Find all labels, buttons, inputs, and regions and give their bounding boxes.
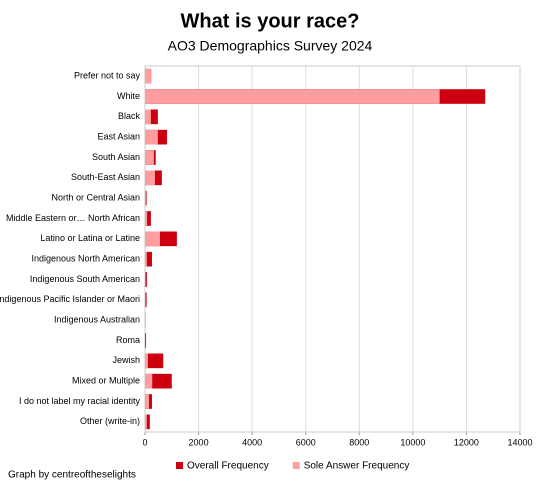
bar bbox=[145, 292, 146, 308]
bar bbox=[145, 251, 152, 267]
y-tick-label: South-East Asian bbox=[71, 172, 140, 182]
x-tick-label: 2000 bbox=[189, 437, 209, 447]
y-tick-label: Mixed or Multiple bbox=[72, 376, 140, 386]
bar bbox=[145, 333, 147, 348]
chart-subtitle: AO3 Demographics Survey 2024 bbox=[168, 38, 373, 54]
bar bbox=[145, 109, 151, 125]
bar bbox=[145, 272, 146, 287]
y-tick-label: South Asian bbox=[92, 152, 140, 162]
x-tick-label: 12000 bbox=[454, 437, 479, 447]
y-tick-label: Prefer not to say bbox=[74, 71, 141, 81]
y-tick-label: North or Central Asian bbox=[51, 193, 140, 203]
bar bbox=[145, 211, 148, 226]
bar bbox=[145, 272, 147, 287]
bar bbox=[145, 292, 147, 308]
y-tick-label: Black bbox=[118, 111, 141, 121]
plot-frame bbox=[144, 65, 521, 433]
x-tick-label: 4000 bbox=[242, 437, 262, 447]
x-tick-label: 8000 bbox=[349, 437, 369, 447]
legend-swatch bbox=[176, 462, 183, 469]
chart-title: What is your race? bbox=[181, 10, 360, 32]
y-tick-label: East Asian bbox=[97, 132, 140, 142]
bar bbox=[145, 231, 160, 247]
legend-label: Overall Frequency bbox=[187, 461, 269, 472]
y-tick-label: Indigenous Australian bbox=[54, 315, 140, 325]
bar bbox=[145, 414, 150, 430]
bar bbox=[145, 251, 147, 267]
caption: Graph by centreoftheselights bbox=[8, 470, 136, 481]
y-tick-label: Indigenous North American bbox=[31, 254, 140, 264]
bar bbox=[145, 353, 164, 369]
bar bbox=[145, 150, 154, 165]
bar bbox=[145, 190, 146, 206]
bar bbox=[145, 129, 158, 145]
y-tick-label: Middle Eastern or… North African bbox=[6, 213, 140, 223]
y-tick-label: Indigenous Pacific Islander or Maori bbox=[0, 294, 140, 304]
y-tick-label: Other (write-in) bbox=[80, 416, 140, 426]
bar bbox=[145, 170, 155, 186]
y-tick-label: Latino or Latina or Latine bbox=[40, 233, 140, 243]
bar bbox=[145, 414, 147, 430]
y-tick-label: Roma bbox=[116, 335, 140, 345]
y-tick-label: White bbox=[117, 91, 140, 101]
bar bbox=[145, 68, 152, 84]
legend-label: Sole Answer Frequency bbox=[304, 461, 410, 472]
bar bbox=[145, 353, 148, 369]
legend-swatch bbox=[292, 462, 300, 469]
y-tick-label: I do not label my racial identity bbox=[19, 396, 141, 406]
bar bbox=[145, 394, 150, 409]
bar bbox=[145, 211, 151, 226]
x-tick-label: 10000 bbox=[400, 437, 425, 447]
bar bbox=[145, 89, 440, 104]
x-tick-label: 14000 bbox=[507, 437, 532, 447]
x-tick-label: 6000 bbox=[296, 437, 316, 447]
x-tick-label: 0 bbox=[142, 437, 147, 447]
bar bbox=[145, 373, 153, 389]
y-tick-label: Indigenous South American bbox=[30, 274, 140, 284]
y-tick-label: Jewish bbox=[112, 355, 140, 365]
